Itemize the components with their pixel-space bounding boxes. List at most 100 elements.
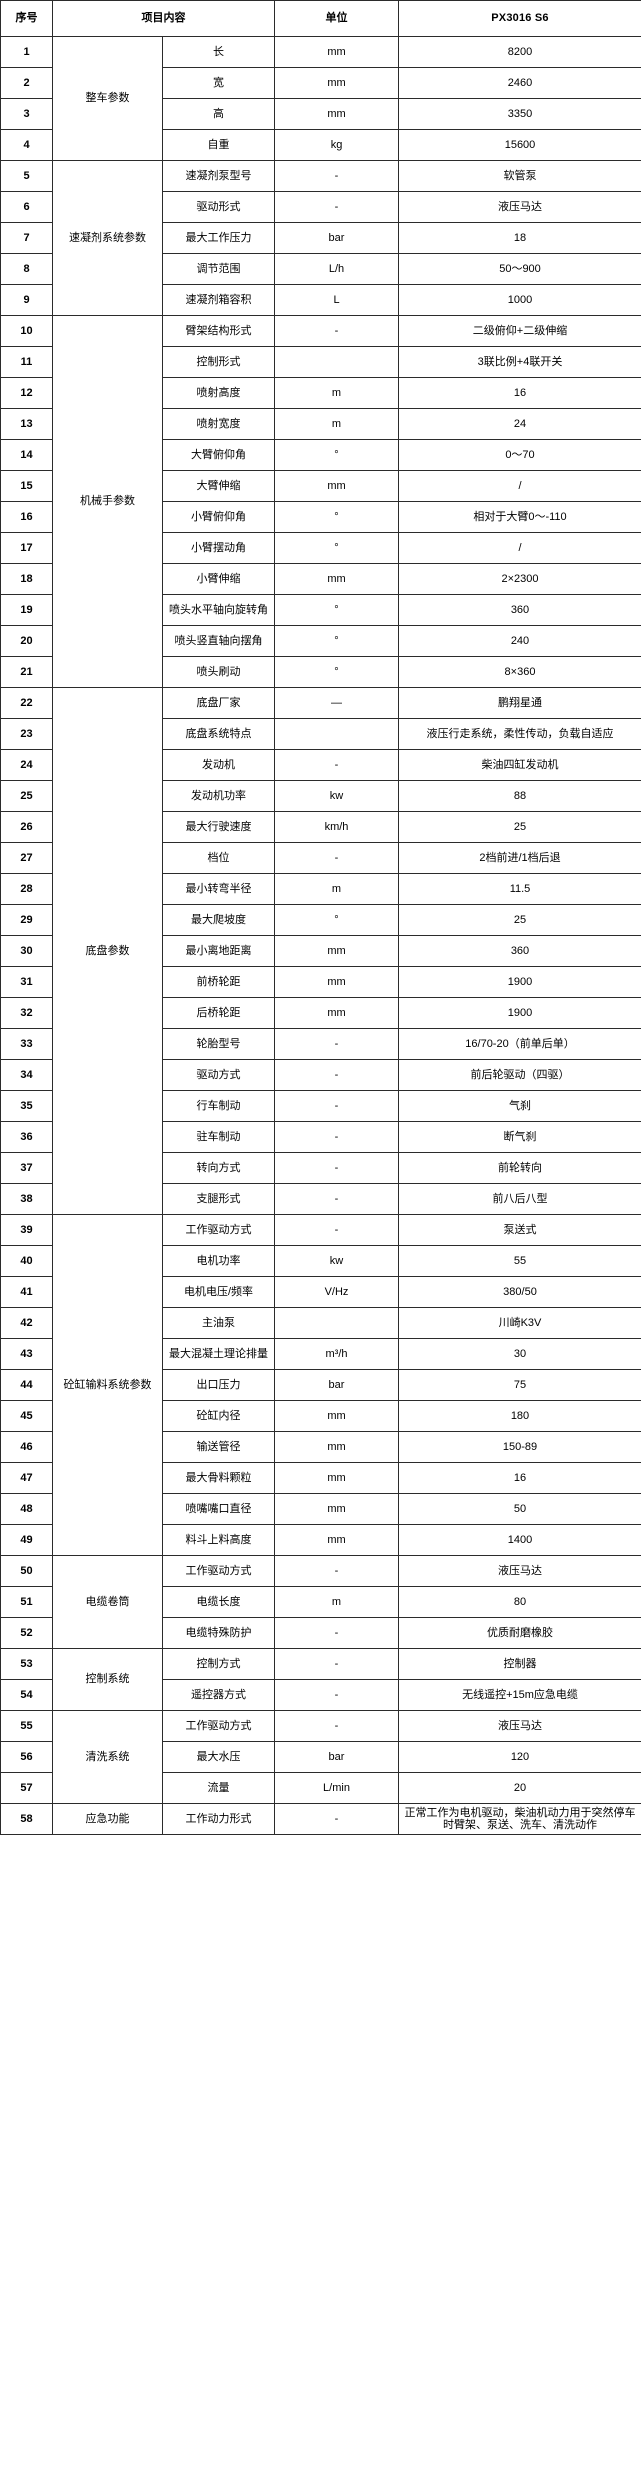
value-cell: 3350 [398,98,641,130]
value-cell: 20 [398,1772,641,1804]
unit-cell: - [274,191,399,223]
table-row: 26 最大行驶速度 km/h 25 [0,811,641,843]
table-row: 33 轮胎型号 -16/70-20（前单后单） [0,1028,641,1060]
value-cell: 25 [398,811,641,843]
table-row: 54 遥控器方式 - 无线遥控+15m应急电缆 [0,1679,641,1711]
row-number-cell: 58 [0,1803,53,1835]
value-cell: 1400 [398,1524,641,1556]
row-number-cell: 53 [0,1648,53,1680]
unit-cell: mm [274,36,399,68]
row-number-cell: 11 [0,346,53,378]
value-cell: 气刹 [398,1090,641,1122]
table-row: 17 小臂摆动角 ° / [0,532,641,564]
table-header: 序号 项目内容 单位 PX3016 S6 [0,0,641,37]
value-cell: 11.5 [398,873,641,905]
value-cell: 2460 [398,67,641,99]
value-cell: 液压马达 [398,191,641,223]
value-cell: 前后轮驱动（四驱） [398,1059,641,1091]
item-name-cell: 速凝剂泵型号 [162,160,275,192]
item-name-cell: 控制形式 [162,346,275,378]
value-cell: 16 [398,377,641,409]
table-row: 32 后桥轮距 mm 1900 [0,997,641,1029]
value-cell: 液压行走系统，柔性传动，负载自适应 [398,718,641,750]
unit-cell [274,346,399,378]
row-number-cell: 47 [0,1462,53,1494]
unit-cell: mm [274,1431,399,1463]
item-name-cell: 小臂摆动角 [162,532,275,564]
value-cell: 80 [398,1586,641,1618]
row-number-cell: 4 [0,129,53,161]
item-name-cell: 驻车制动 [162,1121,275,1153]
table-row: 14 大臂俯仰角 ° 0～70 [0,439,641,471]
value-cell: 1000 [398,284,641,316]
unit-cell: bar [274,222,399,254]
item-name-cell: 行车制动 [162,1090,275,1122]
row-number-cell: 18 [0,563,53,595]
unit-cell: - [274,1121,399,1153]
unit-cell: L/h [274,253,399,285]
item-name-cell: 主油泵 [162,1307,275,1339]
row-number-cell: 40 [0,1245,53,1277]
row-number-cell: 30 [0,935,53,967]
table-row: 5 速凝剂系统参数 速凝剂泵型号 - 软管泵 [0,160,641,316]
table-row: 3 高 mm 3350 [0,98,641,130]
unit-cell: - [274,1679,399,1711]
item-name-cell: 最大爬坡度 [162,904,275,936]
group-label-cell: 速凝剂系统参数 [52,160,163,316]
value-cell: 15600 [398,129,641,161]
value-cell: 2档前进/1档后退 [398,842,641,874]
row-number-cell: 36 [0,1121,53,1153]
unit-cell: mm [274,67,399,99]
table-row: 19 喷头水平轴向旋转角 ° 360 [0,594,641,626]
table-row: 35 行车制动 - 气刹 [0,1090,641,1122]
item-name-cell: 喷头刷动 [162,656,275,688]
item-name-cell: 转向方式 [162,1152,275,1184]
value-cell: 380/50 [398,1276,641,1308]
row-number-cell: 50 [0,1555,53,1587]
table-row: 27 档位 -2档前进/1档后退 [0,842,641,874]
table-row: 6 驱动形式 - 液压马达 [0,191,641,223]
item-name-cell: 最大工作压力 [162,222,275,254]
item-name-cell: 后桥轮距 [162,997,275,1029]
row-number-cell: 49 [0,1524,53,1556]
row-number-cell: 9 [0,284,53,316]
item-name-cell: 喷头水平轴向旋转角 [162,594,275,626]
value-cell: / [398,470,641,502]
row-number-cell: 42 [0,1307,53,1339]
table-row: 25 发动机功率 kw 88 [0,780,641,812]
table-row: 55 清洗系统 工作驱动方式 - 液压马达 [0,1710,641,1804]
row-number-cell: 21 [0,656,53,688]
unit-cell: ° [274,501,399,533]
table-row: 37 转向方式 - 前轮转向 [0,1152,641,1184]
row-number-cell: 29 [0,904,53,936]
table-row: 41 电机电压/频率 V/Hz 380/50 [0,1276,641,1308]
table-row: 18 小臂伸缩 mm 2×2300 [0,563,641,595]
row-number-cell: 37 [0,1152,53,1184]
group-label-cell: 底盘参数 [52,687,163,1215]
item-name-cell: 支腿形式 [162,1183,275,1215]
unit-cell: mm [274,1462,399,1494]
value-cell: 相对于大臂0～-110 [398,501,641,533]
item-name-cell: 电机功率 [162,1245,275,1277]
unit-cell: kw [274,780,399,812]
table-row: 47 最大骨料颗粒 mm 16 [0,1462,641,1494]
unit-cell: mm [274,563,399,595]
unit-cell: kg [274,129,399,161]
group-label-cell: 电缆卷筒 [52,1555,163,1649]
group-label-cell: 整车参数 [52,36,163,161]
value-cell: 柴油四缸发动机 [398,749,641,781]
table-row: 30 最小离地距离 mm 360 [0,935,641,967]
row-number-cell: 38 [0,1183,53,1215]
row-number-cell: 34 [0,1059,53,1091]
table-row: 16 小臂俯仰角 ° 相对于大臂0～-110 [0,501,641,533]
item-name-cell: 长 [162,36,275,68]
value-cell: 鹏翔星通 [398,687,641,719]
item-name-cell: 调节范围 [162,253,275,285]
unit-cell: km/h [274,811,399,843]
item-name-cell: 喷嘴嘴口直径 [162,1493,275,1525]
item-name-cell: 流量 [162,1772,275,1804]
value-cell: 无线遥控+15m应急电缆 [398,1679,641,1711]
row-number-cell: 7 [0,222,53,254]
value-cell: 180 [398,1400,641,1432]
value-cell: 川崎K3V [398,1307,641,1339]
